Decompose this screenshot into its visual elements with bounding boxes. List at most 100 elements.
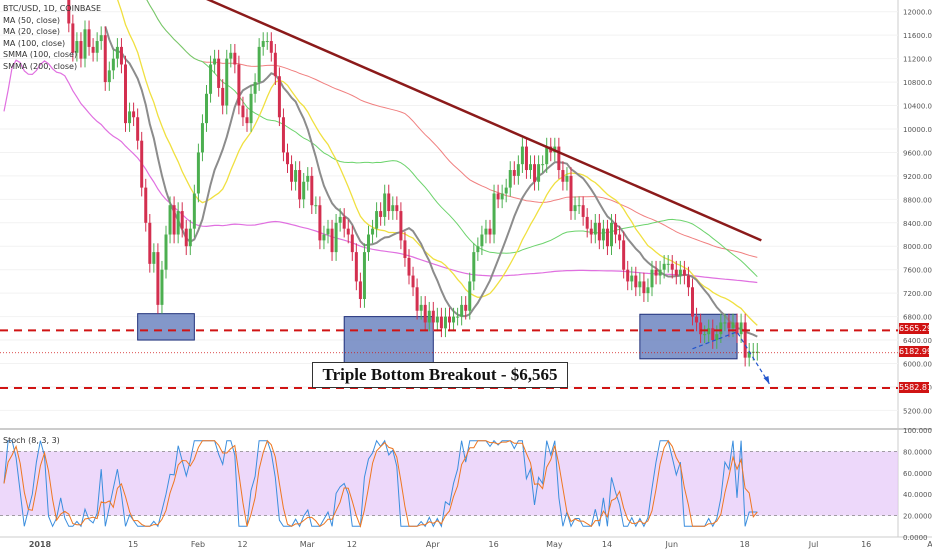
candle-body xyxy=(561,170,565,182)
x-tick-label: 16 xyxy=(489,540,499,549)
candle-body xyxy=(731,322,735,329)
legend-indicator-ma20[interactable]: MA (20, close) xyxy=(3,27,61,36)
candle-body xyxy=(395,205,399,212)
candle-body xyxy=(310,175,314,206)
current-price-tag: 6182.99 xyxy=(899,346,932,357)
legend-indicator-ma50[interactable]: MA (50, close) xyxy=(3,15,61,25)
candle-body xyxy=(99,35,103,42)
support-price-tag: 5582.81 xyxy=(899,382,932,393)
candle-body xyxy=(565,175,569,182)
candle-body xyxy=(743,322,747,358)
candle-body xyxy=(265,41,269,43)
candle-body xyxy=(707,328,711,335)
candle-body xyxy=(87,29,91,47)
candle-body xyxy=(634,275,638,288)
candle-body xyxy=(205,93,208,124)
candle-body xyxy=(727,322,731,329)
candle-body xyxy=(658,269,662,276)
y-tick-label: 9600.00 xyxy=(903,149,932,157)
candle-body xyxy=(508,170,512,188)
candle-body xyxy=(188,228,192,247)
candle-body xyxy=(496,193,500,200)
candle-body xyxy=(119,46,123,65)
candle-body xyxy=(755,351,759,353)
candle-body xyxy=(144,187,148,223)
stoch-band xyxy=(0,451,898,516)
legend-indicator-smma200[interactable]: SMMA (200, close) xyxy=(3,61,78,71)
candle-body xyxy=(152,252,156,264)
candle-body xyxy=(678,269,682,276)
candle-body xyxy=(618,234,622,241)
candle-body xyxy=(529,164,532,171)
candle-body xyxy=(358,281,362,300)
candle-body xyxy=(468,281,472,311)
legend-symbol[interactable]: BTC/USD, 1D, COINBASE xyxy=(3,4,102,13)
candle-body xyxy=(476,246,480,253)
candle-body xyxy=(480,234,484,247)
candle-body xyxy=(233,52,237,65)
candle-body xyxy=(132,111,136,118)
candle-body xyxy=(638,281,642,288)
candle-body xyxy=(245,117,249,124)
candle-body xyxy=(605,228,609,247)
candle-body xyxy=(128,111,132,124)
legend-indicator-ma100[interactable]: MA (100, close) xyxy=(3,38,66,48)
candle-body xyxy=(221,87,225,106)
stoch-tick-label: 0.0000 xyxy=(903,534,928,542)
candle-body xyxy=(200,123,204,153)
candle-body xyxy=(601,228,605,241)
stoch-tick-label: 60.0000 xyxy=(903,470,932,478)
stoch-label[interactable]: Stoch (8, 3, 3) xyxy=(3,436,60,445)
candle-body xyxy=(192,193,196,229)
y-tick-label: 11200.00 xyxy=(903,56,932,64)
candle-body xyxy=(464,304,468,311)
candle-body xyxy=(124,64,127,124)
candle-body xyxy=(520,146,524,165)
candle-body xyxy=(391,205,395,212)
candle-body xyxy=(225,58,229,106)
candle-body xyxy=(269,41,273,53)
legend: BTC/USD, 1D, COINBASE MA (50, close) MA … xyxy=(3,3,101,72)
candle-body xyxy=(253,82,257,94)
candle-body xyxy=(160,269,164,305)
candle-body xyxy=(371,228,375,235)
candle-body xyxy=(415,287,419,311)
candle-body xyxy=(751,351,755,353)
x-tick-label: Mar xyxy=(300,540,316,549)
candle-body xyxy=(217,58,221,88)
candle-body xyxy=(140,140,144,188)
candle-body xyxy=(557,146,561,171)
candle-body xyxy=(443,316,447,329)
candle-body xyxy=(237,64,241,106)
x-tick-label: Jun xyxy=(665,540,679,549)
candle-body xyxy=(739,322,743,335)
y-tick-label: 9200.00 xyxy=(903,173,932,181)
candle-body xyxy=(261,41,265,47)
candle-body xyxy=(71,23,75,53)
candle-body xyxy=(435,316,439,323)
legend-indicator-smma100[interactable]: SMMA (100, close) xyxy=(3,50,78,59)
candle-body xyxy=(691,287,694,317)
y-tick-label: 8400.00 xyxy=(903,220,932,228)
candle-body xyxy=(164,234,168,270)
candle-body xyxy=(196,152,200,194)
y-tick-label: 10400.00 xyxy=(903,103,932,111)
candle-body xyxy=(326,228,330,235)
y-tick-label: 8800.00 xyxy=(903,196,932,204)
candle-body xyxy=(670,263,674,270)
x-tick-label: 18 xyxy=(740,540,750,549)
candle-body xyxy=(403,240,407,258)
candle-body xyxy=(452,316,456,323)
candle-body xyxy=(439,316,443,329)
candle-body xyxy=(273,52,277,77)
x-tick-label: 2018 xyxy=(29,540,52,549)
y-tick-label: 5200.00 xyxy=(903,407,932,415)
candle-body xyxy=(306,175,310,182)
y-tick-label: 11600.00 xyxy=(903,32,932,40)
candle-body xyxy=(298,170,302,200)
x-tick-label: Feb xyxy=(191,540,205,549)
candle-body xyxy=(735,322,739,335)
triple-bottom-annotation: Triple Bottom Breakout - $6,565 xyxy=(312,362,568,388)
candle-body xyxy=(176,211,180,235)
